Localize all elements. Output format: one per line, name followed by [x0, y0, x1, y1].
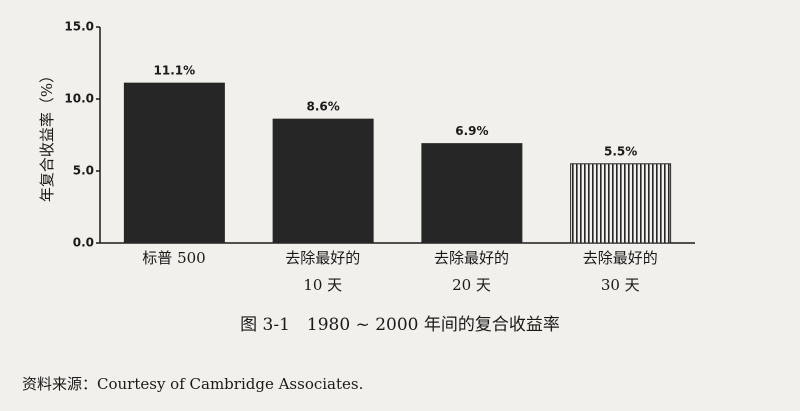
- y-tick-label: 0.0: [73, 236, 94, 250]
- value-label: 11.1%: [154, 64, 196, 78]
- source: 资料来源：Courtesy of Cambridge Associates.: [22, 375, 364, 393]
- value-label: 6.9%: [455, 124, 488, 138]
- bar: [123, 82, 225, 244]
- value-label: 5.5%: [604, 144, 637, 158]
- y-tick-label: 10.0: [64, 92, 94, 106]
- bar: [421, 143, 523, 244]
- x-tick-label: 去除最好的 10 天: [285, 249, 361, 294]
- x-tick-label: 标普 500: [142, 249, 206, 267]
- x-tick-label: 去除最好的 20 天: [433, 249, 509, 294]
- bar: [570, 163, 672, 244]
- caption: 图 3-1 1980 ~ 2000 年间的复合收益率: [240, 315, 560, 335]
- x-tick-label: 去除最好的 30 天: [582, 249, 658, 294]
- y-tick-label: 15.0: [64, 20, 94, 34]
- bar: [272, 118, 374, 244]
- y-axis-label: 年复合收益率（%）: [38, 68, 56, 202]
- y-tick-label: 5.0: [73, 164, 94, 178]
- value-label: 8.6%: [306, 100, 339, 114]
